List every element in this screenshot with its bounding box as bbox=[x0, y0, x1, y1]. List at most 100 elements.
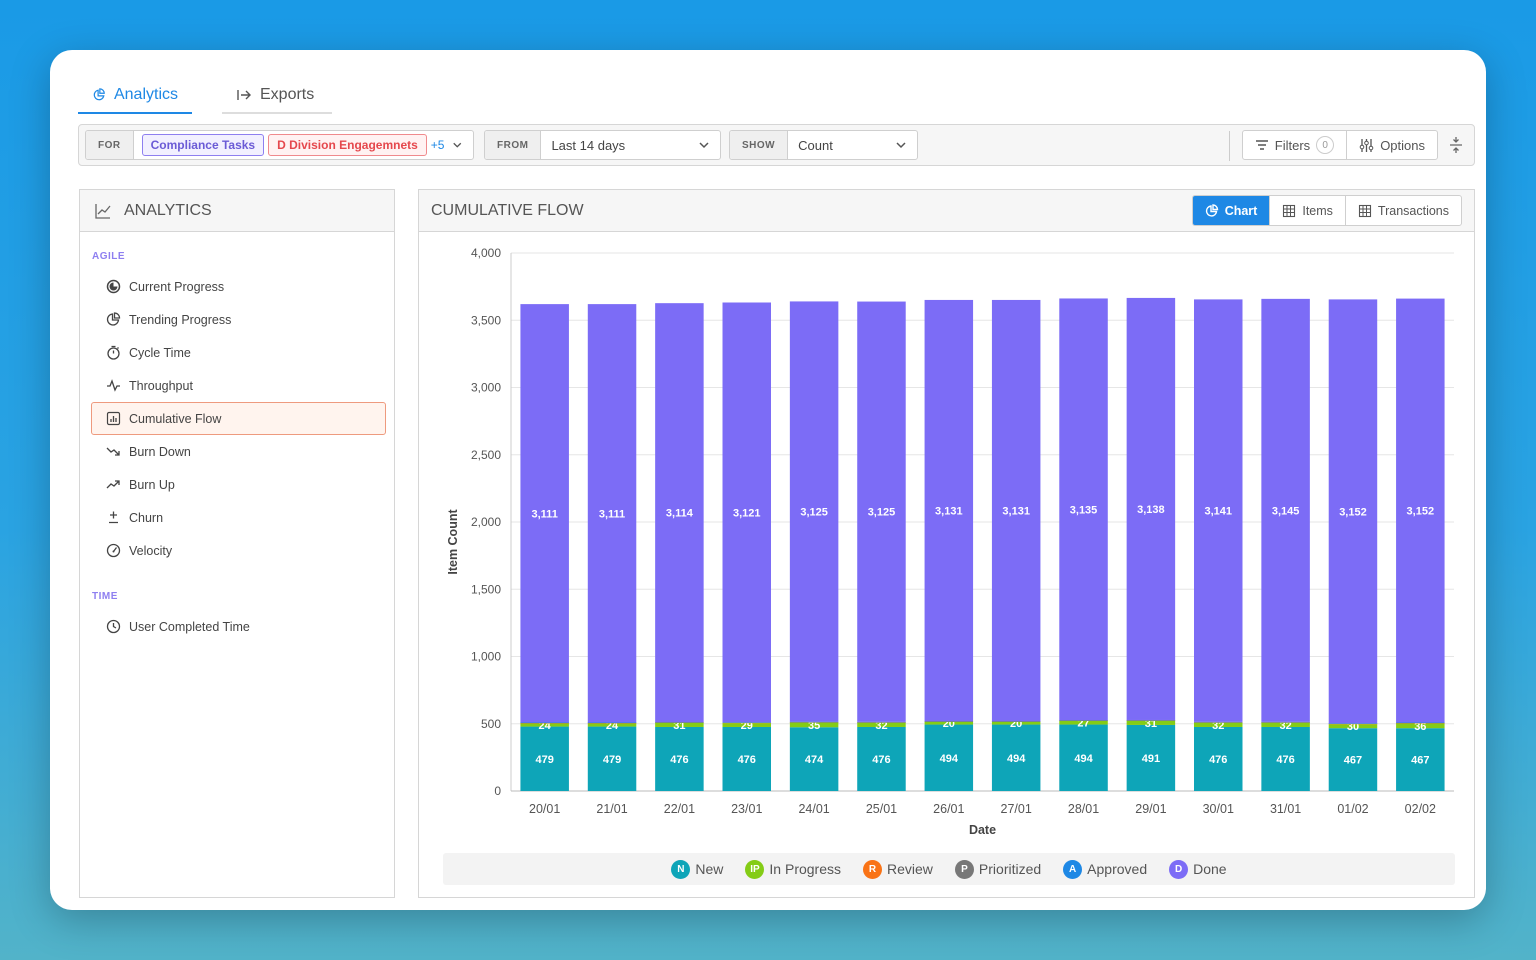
data-label: 36 bbox=[1414, 721, 1426, 733]
show-filter[interactable]: SHOW Count bbox=[729, 130, 918, 160]
cumulative-flow-chart: 0 500 1,000 1,500 2,000 2,500 3,000 3,500 4,000 4… bbox=[446, 246, 1454, 837]
bar-segment-in-progress bbox=[789, 722, 839, 728]
legend-item[interactable]: P Prioritized bbox=[954, 859, 1041, 879]
tab-exports[interactable]: Exports bbox=[222, 78, 332, 114]
legend-item[interactable]: R Review bbox=[863, 859, 933, 879]
items-view-button[interactable]: Items bbox=[1269, 196, 1345, 225]
from-filter[interactable]: FROM Last 14 days bbox=[484, 130, 721, 160]
y-tick-label: 2,500 bbox=[471, 448, 501, 462]
bar-segment-approved bbox=[1194, 721, 1243, 723]
bar-segment-in-progress bbox=[655, 722, 704, 727]
bar-segment-review bbox=[1328, 723, 1378, 725]
x-tick-label: 22/01 bbox=[664, 802, 695, 816]
more-chips-count[interactable]: +5 bbox=[430, 138, 445, 152]
expand-vertical-icon[interactable] bbox=[1446, 135, 1466, 155]
bar-segment-new bbox=[587, 726, 637, 791]
bar-segment-done bbox=[1396, 298, 1445, 723]
bar-segment-approved bbox=[722, 722, 771, 723]
filters-button[interactable]: Filters 0 bbox=[1243, 131, 1346, 159]
bar-segment-approved bbox=[924, 721, 974, 722]
data-label: 3,138 bbox=[1137, 504, 1165, 516]
bar-segment-new bbox=[1194, 726, 1243, 791]
sidebar-item-cumulative-flow[interactable]: Cumulative Flow bbox=[91, 402, 386, 435]
bar-segment-in-progress bbox=[857, 722, 906, 727]
options-button[interactable]: Options bbox=[1346, 131, 1437, 159]
legend-item[interactable]: A Approved bbox=[1063, 859, 1148, 879]
sidebar-item-churn[interactable]: Churn bbox=[91, 501, 386, 534]
chart-legend: N New IP In Progress R Review P Prioritized A App… bbox=[443, 853, 1455, 885]
data-label: 3,111 bbox=[599, 508, 625, 520]
for-filter[interactable]: FOR Compliance Tasks D Division Engagemn… bbox=[85, 130, 474, 160]
chart-pie-icon bbox=[93, 88, 105, 101]
cumulative-flow-panel: CUMULATIVE FLOW Chart Items Transactions… bbox=[418, 189, 1475, 898]
bar-segment-done bbox=[991, 299, 1041, 722]
show-value[interactable]: Count bbox=[798, 137, 833, 153]
bar-segment-approved bbox=[1126, 719, 1176, 721]
x-tick-label: 23/01 bbox=[731, 802, 762, 816]
data-label: 3,131 bbox=[1002, 506, 1030, 518]
sidebar-item-trending-progress[interactable]: Trending Progress bbox=[91, 303, 386, 336]
chart-view-button[interactable]: Chart bbox=[1192, 196, 1270, 225]
chevron-down-icon[interactable] bbox=[452, 139, 463, 151]
legend-item[interactable]: N New bbox=[671, 859, 723, 879]
bar-segment-new bbox=[924, 724, 974, 791]
sidebar-item-label: Burn Up bbox=[129, 477, 175, 492]
bar-segment-approved bbox=[1059, 720, 1108, 721]
x-tick-label: 21/01 bbox=[596, 802, 627, 816]
x-tick-label: 02/02 bbox=[1405, 802, 1436, 816]
bar-segment-review bbox=[1059, 720, 1108, 722]
top-tabs: Analytics Exports bbox=[78, 78, 332, 114]
chevron-down-icon[interactable] bbox=[698, 139, 710, 151]
bar-segment-review bbox=[1126, 720, 1176, 721]
divider bbox=[1229, 131, 1230, 161]
sidebar-item-burn-up[interactable]: Burn Up bbox=[91, 468, 386, 501]
sidebar-item-burn-down[interactable]: Burn Down bbox=[91, 435, 386, 468]
transactions-view-button[interactable]: Transactions bbox=[1344, 196, 1461, 225]
data-label: 3,111 bbox=[532, 508, 558, 520]
show-label: SHOW bbox=[730, 131, 789, 159]
bar-segment-done bbox=[1059, 298, 1108, 721]
x-tick-label: 31/01 bbox=[1270, 802, 1301, 816]
clock-icon bbox=[106, 619, 121, 634]
section-label-time: TIME bbox=[92, 591, 118, 602]
x-tick-label: 25/01 bbox=[866, 802, 897, 816]
tab-analytics[interactable]: Analytics bbox=[78, 78, 192, 114]
sidebar-item-throughput[interactable]: Throughput bbox=[91, 369, 386, 402]
data-label: 476 bbox=[1209, 754, 1227, 766]
data-label: 3,131 bbox=[935, 506, 963, 518]
sidebar-item-user-completed-time[interactable]: User Completed Time bbox=[91, 610, 386, 643]
filter-chip[interactable]: D Division Engagemnets bbox=[268, 134, 427, 156]
chart-pie-icon bbox=[1205, 203, 1218, 217]
from-label: FROM bbox=[485, 131, 542, 159]
data-label: 3,152 bbox=[1339, 506, 1367, 518]
sidebar-item-velocity[interactable]: Velocity bbox=[91, 534, 386, 567]
bar-segment-review bbox=[1261, 722, 1310, 723]
sidebar-item-label: Current Progress bbox=[129, 279, 225, 294]
chevron-down-icon[interactable] bbox=[895, 139, 907, 151]
legend-swatch: D bbox=[1169, 859, 1189, 879]
x-tick-label: 26/01 bbox=[933, 802, 964, 816]
data-label: 467 bbox=[1411, 755, 1429, 767]
filter-lines-icon bbox=[1255, 140, 1268, 150]
y-tick-label: 1,500 bbox=[471, 582, 501, 596]
bar-segment-review bbox=[587, 722, 637, 724]
sidebar-item-current-progress[interactable]: Current Progress bbox=[91, 270, 386, 303]
analytics-sidebar: ANALYTICS AGILE Current Progress Trendin… bbox=[79, 189, 395, 898]
bar-segment-new bbox=[1328, 728, 1378, 791]
legend-item[interactable]: D Done bbox=[1169, 859, 1227, 879]
y-axis-label: Item Count bbox=[446, 509, 460, 575]
sidebar-item-label: Burn Down bbox=[129, 444, 191, 459]
sidebar-item-label: Churn bbox=[129, 510, 164, 525]
table-icon bbox=[1283, 204, 1296, 217]
data-label: 32 bbox=[1212, 720, 1224, 732]
legend-item[interactable]: IP In Progress bbox=[745, 859, 841, 879]
bar-segment-done bbox=[1328, 299, 1378, 724]
filter-chip[interactable]: Compliance Tasks bbox=[141, 134, 265, 156]
data-label: 3,125 bbox=[868, 507, 896, 519]
legend-label: Approved bbox=[1087, 861, 1148, 877]
from-value[interactable]: Last 14 days bbox=[551, 137, 626, 153]
bar-segment-done bbox=[587, 304, 637, 723]
line-chart-icon bbox=[95, 203, 111, 219]
sidebar-item-label: User Completed Time bbox=[129, 619, 250, 634]
sidebar-item-cycle-time[interactable]: Cycle Time bbox=[91, 336, 386, 369]
